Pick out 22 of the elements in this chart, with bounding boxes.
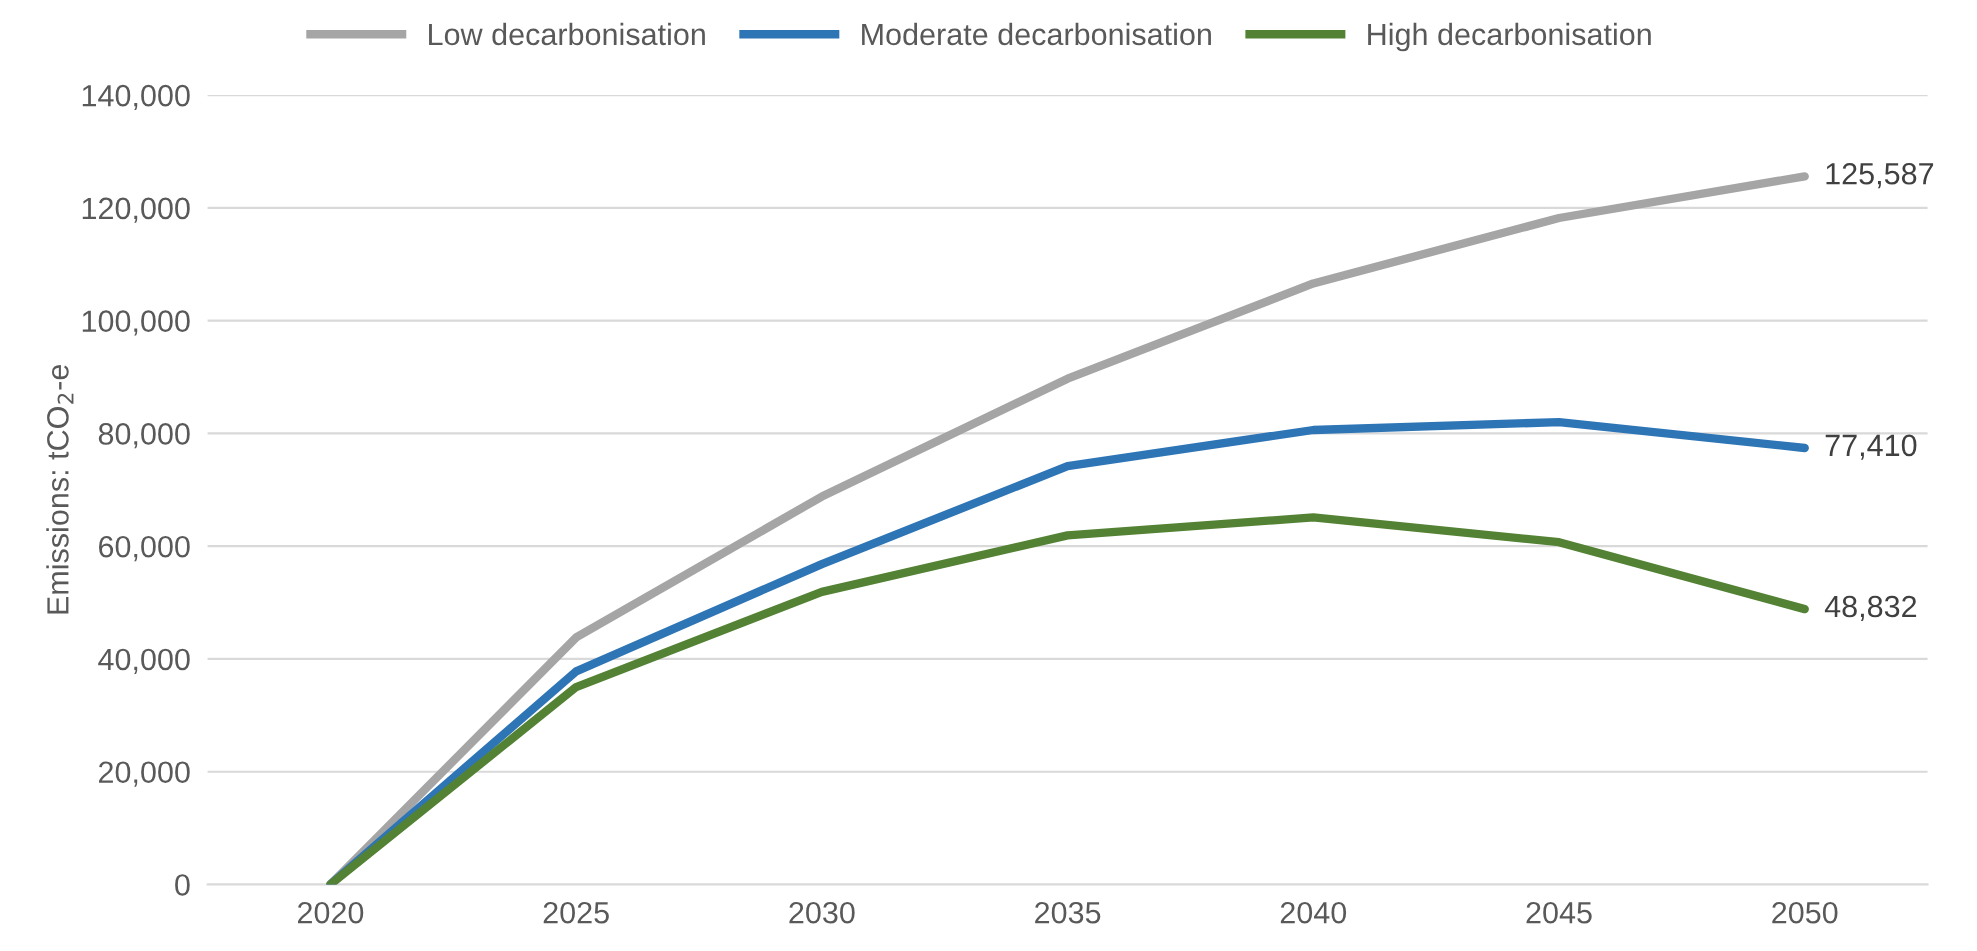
x-tick-label: 2020 <box>298 901 364 924</box>
x-tick-label: 2045 <box>1526 901 1592 924</box>
y-tick-label: 80,000 <box>98 423 190 449</box>
data-label: 48,832 <box>1824 595 1917 621</box>
x-tick-label: 2025 <box>543 901 609 924</box>
y-tick-label: 100,000 <box>82 310 190 336</box>
x-tick-label: 2030 <box>789 901 855 924</box>
y-tick-label: 40,000 <box>98 648 190 674</box>
y-tick-label: 0 <box>175 874 190 896</box>
legend-label: Low decarbonisation <box>429 22 705 46</box>
legend-label: Moderate decarbonisation <box>862 22 1211 46</box>
y-tick-label: 120,000 <box>82 197 190 223</box>
data-label: 125,587 <box>1826 162 1934 189</box>
x-tick-label: 2035 <box>1035 901 1101 924</box>
y-axis-title: Emissions: tCO$_{2}$-e <box>46 365 74 614</box>
y-tick-label: 140,000 <box>82 84 190 111</box>
x-tick-label: 2040 <box>1280 901 1347 924</box>
y-tick-label: 20,000 <box>99 761 190 787</box>
legend-label: High decarbonisation <box>1368 22 1651 52</box>
x-tick-label: 2050 <box>1772 901 1838 924</box>
y-tick-label: 60,000 <box>99 535 190 562</box>
data-label: 77,410 <box>1825 434 1917 460</box>
